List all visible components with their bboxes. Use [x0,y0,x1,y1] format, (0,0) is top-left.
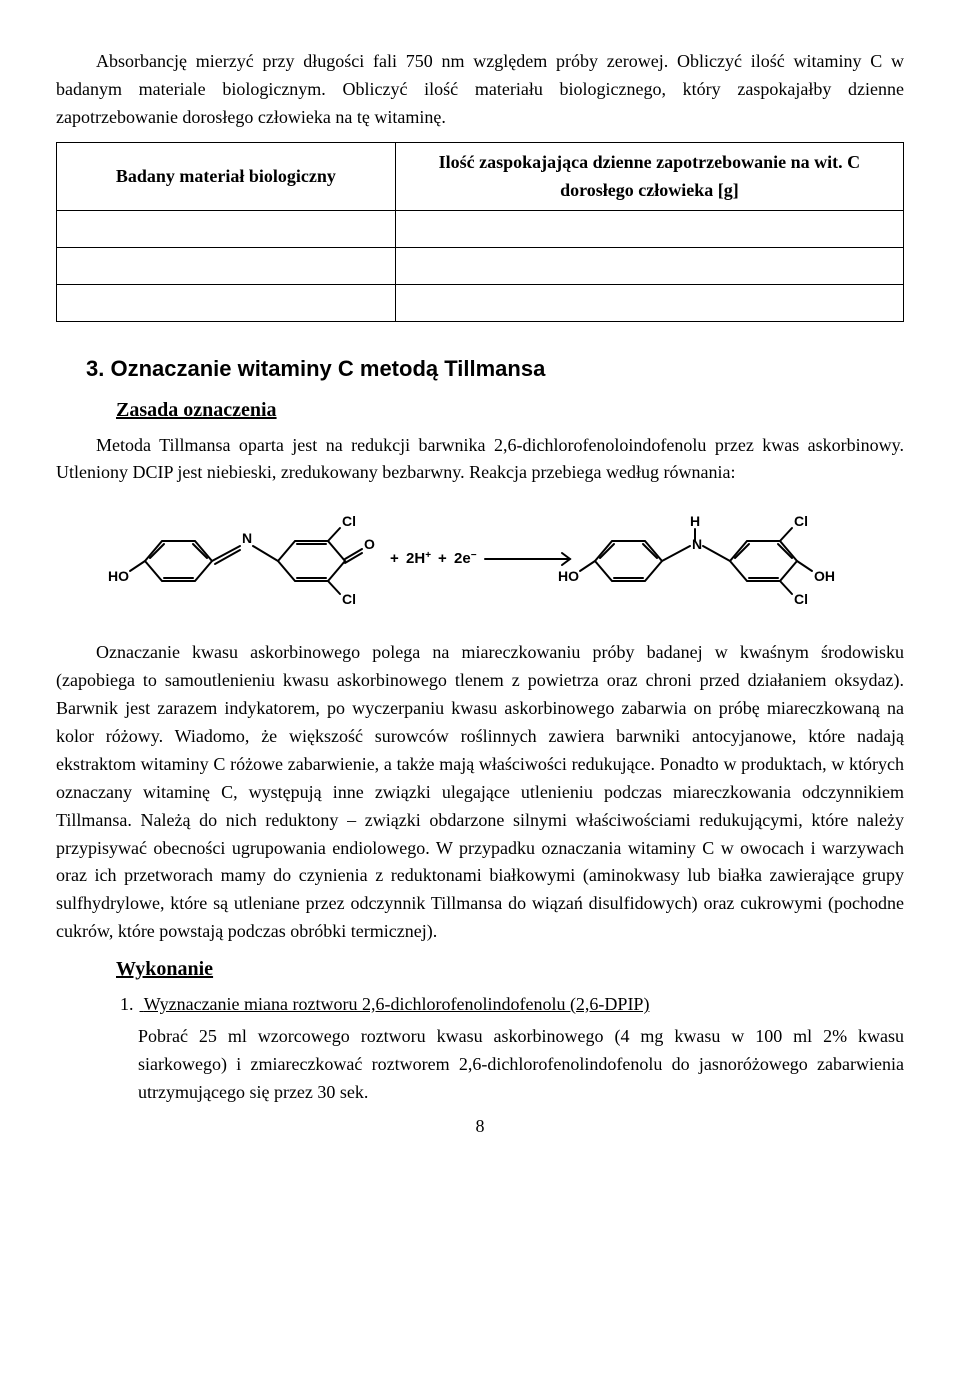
table-row [57,248,904,285]
step1-heading: 1. Wyznaczanie miana roztworu 2,6-dichlo… [120,991,904,1019]
table-cell [57,248,396,285]
step1-number: 1. [120,991,134,1019]
table-cell [57,211,396,248]
table-header-col2-line1: Ilość zaspokajająca dzienne zapotrzebowa… [439,152,860,172]
subheading-zasada: Zasada oznaczenia [116,395,904,426]
chem-label-Cl: Cl [794,513,808,529]
table-cell [57,285,396,322]
chem-label-Cl: Cl [342,513,356,529]
chem-label-Cl: Cl [794,591,808,607]
chem-label-N: N [242,530,252,546]
step1-title: Wyznaczanie miana roztworu 2,6-dichlorof… [144,994,650,1014]
table-cell [395,211,903,248]
zasada-paragraph: Metoda Tillmansa oparta jest na redukcji… [56,432,904,488]
chem-label-OH: OH [814,568,835,584]
table-cell [395,285,903,322]
main-paragraph: Oznaczanie kwasu askorbinowego polega na… [56,639,904,946]
chem-label-HO: HO [108,568,129,584]
chem-label-plus: + [390,550,399,567]
intro-paragraph: Absorbancję mierzyć przy długości fali 7… [56,48,904,132]
section-heading: 3. Oznaczanie witaminy C metodą Tillmans… [86,352,904,386]
chem-label-2H: 2H+ [406,550,431,568]
chem-label-O: O [364,536,375,552]
table-header-col2-line2: dorosłego człowieka [g] [560,180,739,200]
chem-label-Cl: Cl [342,591,356,607]
section-heading-text: Oznaczanie witaminy C metodą Tillmansa [110,356,545,381]
table-row [57,285,904,322]
section-heading-number: 3. [86,356,104,381]
chem-label-plus: + [438,550,447,567]
page-number: 8 [56,1113,904,1141]
step1-body: Pobrać 25 ml wzorcowego roztworu kwasu a… [138,1023,904,1107]
table-row [57,211,904,248]
chem-label-HO: HO [558,568,579,584]
table-cell [395,248,903,285]
material-table: Badany materiał biologiczny Ilość zaspok… [56,142,904,323]
chem-label-H: H [690,513,700,529]
reaction-figure: HO N Cl Cl O + 2H+ + 2e− HO H N Cl Cl OH [100,501,860,621]
table-header-col1: Badany materiał biologiczny [57,142,396,211]
subheading-wykonanie: Wykonanie [116,954,904,985]
chem-label-N: N [692,536,702,552]
table-header-col2: Ilość zaspokajająca dzienne zapotrzebowa… [395,142,903,211]
chem-label-2e: 2e− [454,550,477,568]
